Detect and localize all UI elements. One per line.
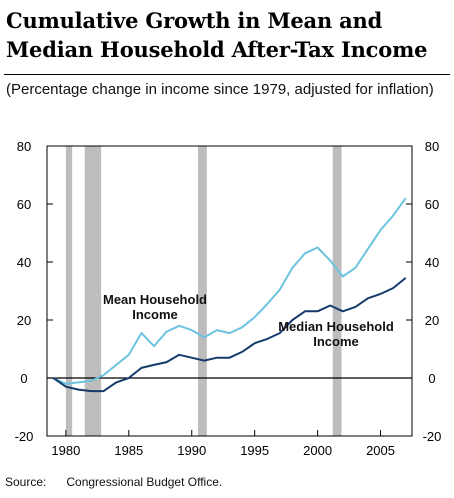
x-tick-label: 1985 — [114, 443, 143, 458]
source-note: Source: Congressional Budget Office. — [5, 475, 222, 489]
label-line: Income — [313, 334, 359, 349]
source-label: Source: — [5, 475, 47, 489]
recession-band — [332, 146, 342, 436]
x-tick-label: 1995 — [240, 443, 269, 458]
y-tick-label-right: -20 — [423, 429, 442, 444]
y-tick-label-right: 40 — [425, 255, 439, 270]
y-tick-label-right: 20 — [425, 313, 439, 328]
right-axis-ticks: -20 0 20 40 60 80 — [406, 139, 441, 444]
chart-title: Cumulative Growth in Mean and Median Hou… — [6, 8, 428, 62]
recession-bands — [65, 146, 342, 436]
mean-income-line — [52, 197, 407, 385]
bottom-axis-ticks: 1980 1985 1990 1995 2000 2005 — [51, 430, 395, 458]
mean-income-label: Mean Household Income — [103, 292, 207, 322]
y-tick-label-left: 40 — [17, 255, 31, 270]
x-tick-label: 1990 — [177, 443, 206, 458]
recession-band — [65, 146, 73, 436]
median-income-line — [52, 277, 407, 393]
recession-band — [198, 146, 207, 436]
label-line: Median Household — [278, 319, 394, 334]
y-tick-label-right: 80 — [425, 139, 439, 154]
y-tick-label-left: 60 — [17, 197, 31, 212]
label-line: Income — [132, 307, 178, 322]
x-tick-label: 2005 — [366, 443, 395, 458]
x-tick-label: 2000 — [303, 443, 332, 458]
left-axis-ticks: -20 0 20 40 60 80 — [15, 139, 53, 444]
source-text: Congressional Budget Office. — [66, 475, 223, 489]
y-tick-label-right: 60 — [425, 197, 439, 212]
plot-frame — [46, 145, 413, 437]
series-lines — [52, 197, 407, 393]
y-tick-label-left: -20 — [15, 429, 34, 444]
x-tick-label: 1980 — [51, 443, 80, 458]
title-divider — [4, 74, 450, 75]
label-line: Mean Household — [103, 292, 207, 307]
chart-subtitle: (Percentage change in income since 1979,… — [6, 81, 434, 98]
median-income-label: Median Household Income — [278, 319, 394, 349]
y-tick-label-left: 80 — [17, 139, 31, 154]
recession-band — [84, 146, 102, 436]
y-tick-label-right: 0 — [428, 371, 435, 386]
y-tick-label-left: 20 — [17, 313, 31, 328]
y-tick-label-left: 0 — [20, 371, 27, 386]
